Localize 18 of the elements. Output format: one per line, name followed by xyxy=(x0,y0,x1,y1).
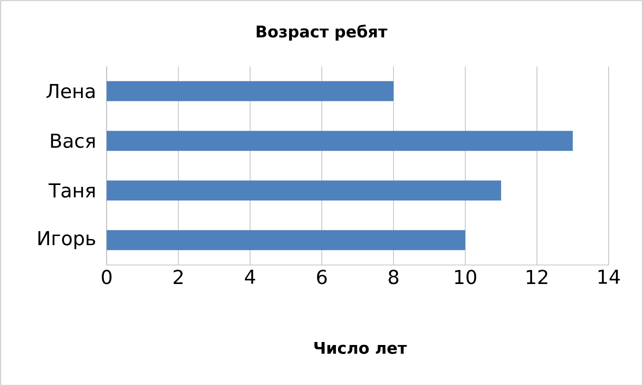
x-tick-label: 12 xyxy=(526,270,548,284)
bar xyxy=(106,230,466,250)
x-axis-title: Число лет xyxy=(314,342,407,354)
y-tick-label: Таня xyxy=(48,183,95,198)
x-tick-label: 4 xyxy=(244,270,256,284)
bar xyxy=(106,130,573,151)
y-tick-label: Лена xyxy=(46,84,95,98)
x-tick-label: 10 xyxy=(455,270,476,284)
bar xyxy=(106,180,502,200)
chart-title: Возраст ребят xyxy=(256,24,388,41)
y-tick-label: Вася xyxy=(51,134,95,148)
bar xyxy=(106,81,394,102)
x-tick-label: 2 xyxy=(174,270,183,284)
x-tick-label: 6 xyxy=(317,270,327,284)
y-tick-label: Игорь xyxy=(38,231,96,250)
x-tick-label: 14 xyxy=(598,270,620,284)
x-tick-label: 8 xyxy=(388,270,398,284)
x-tick-label: 0 xyxy=(102,270,112,284)
